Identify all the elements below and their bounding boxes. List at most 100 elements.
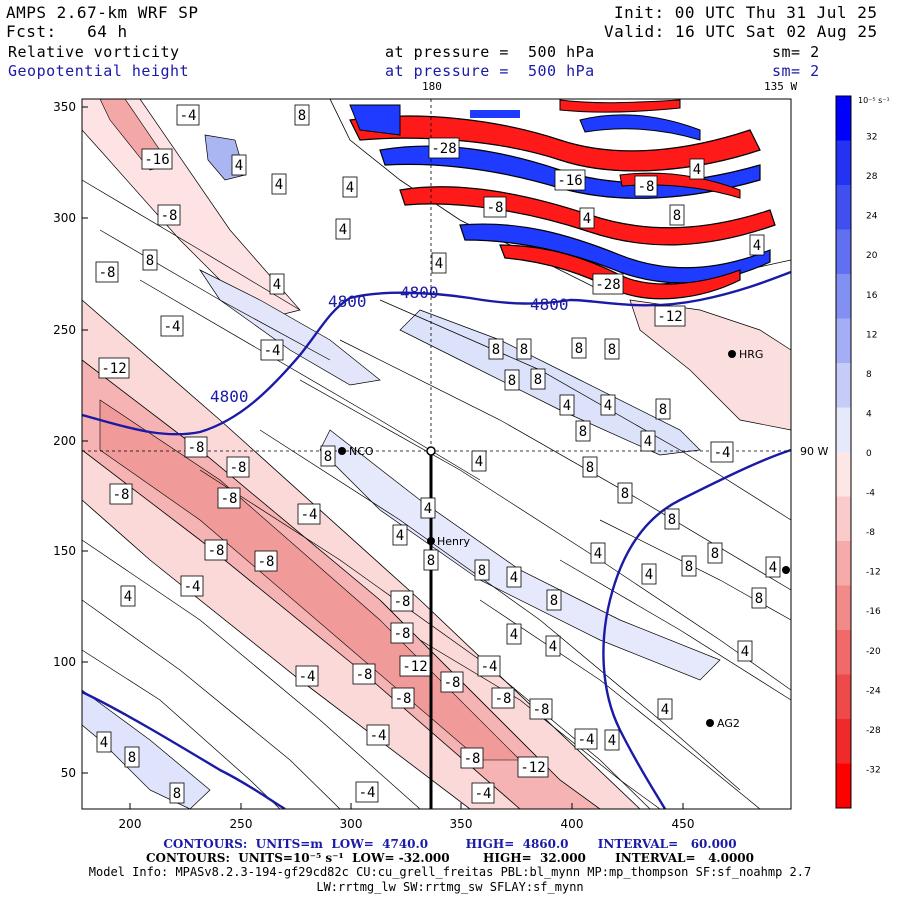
contour-label-box — [184, 436, 208, 458]
contour-label-box — [96, 731, 112, 753]
contour-label-text: 8 — [173, 786, 181, 802]
contour-label-box — [320, 445, 336, 467]
colorbar-swatch — [836, 585, 851, 631]
contour-label-text: -8 — [208, 543, 225, 559]
contour-label-box — [399, 655, 431, 677]
positive-strip-2 — [319, 429, 721, 681]
contour-label-text: -4 — [264, 343, 281, 359]
height-label-1: 4800 — [210, 387, 249, 406]
contour-label-box — [231, 154, 247, 176]
contour-label-box — [391, 687, 415, 709]
colorbar-swatch — [836, 496, 851, 542]
contour-label-text: 8 — [621, 486, 629, 502]
field1-name: Relative vorticity — [8, 43, 180, 61]
contour-label-text: -8 — [395, 691, 412, 707]
contour-label-text: -4 — [475, 786, 492, 802]
colorbar-label: 16 — [866, 291, 878, 301]
contour-label-text: -8 — [495, 691, 512, 707]
contour-label-text: 8 — [128, 750, 136, 766]
contour-label-box — [710, 441, 734, 463]
colorbar-label: 4 — [866, 409, 872, 419]
footer-physics-info: LW:rrtmg_lw SW:rrtmg_sw SFLAY:sf_mynn — [316, 880, 584, 894]
negative-vorticity-core — [82, 359, 601, 809]
contour-label-box — [681, 555, 697, 577]
colorbar-label: 12 — [866, 330, 877, 340]
contour-label-box — [530, 368, 546, 390]
colorbar-label: -16 — [866, 607, 881, 617]
contour-label-box — [142, 249, 158, 271]
contour-label-text: 8 — [550, 593, 558, 609]
colorbar-swatch — [836, 719, 851, 764]
meridian-label-180: 180 — [422, 80, 442, 93]
contour-label-box — [294, 104, 310, 126]
contour-label-text: 8 — [324, 449, 332, 465]
contour-label-text: -4 — [180, 108, 197, 124]
colorbar-unit: 10⁻⁵ s⁻¹ — [858, 96, 890, 105]
contour-label-box — [641, 563, 657, 585]
contour-label-box — [428, 137, 460, 159]
contour-label-text: 4 — [346, 180, 354, 196]
station-hrg: HRG — [728, 348, 763, 361]
contour-label-box — [390, 590, 414, 612]
station-henry: Henry — [427, 535, 471, 548]
contour-label-box — [392, 524, 408, 546]
x-axis: 200 250 300 350 400 450 — [119, 803, 694, 831]
contour-label-text: 4 — [475, 454, 483, 470]
field2-name: Geopotential height — [8, 62, 190, 80]
colorbar-swatch — [836, 274, 851, 319]
contour-label-text: 4 — [273, 277, 281, 293]
contour-label-text: -28 — [431, 141, 456, 157]
contour-label-box — [669, 204, 685, 226]
contour-label-box — [559, 394, 575, 416]
contour-label-text: 4 — [594, 546, 602, 562]
x-tick-label: 350 — [450, 817, 473, 831]
colorbar-swatch — [836, 318, 851, 364]
contour-label-box — [124, 746, 140, 768]
height-label-2: 4800 — [328, 292, 367, 311]
contour-label-box — [604, 338, 620, 360]
contour-label-box — [342, 176, 358, 198]
contour-label-text: 8 — [668, 512, 676, 528]
contour-label-text: -12 — [657, 309, 682, 325]
y-tick-label: 300 — [53, 211, 76, 225]
contour-label-box — [141, 148, 173, 170]
contour-label-box — [689, 158, 705, 180]
contour-label-box — [617, 482, 633, 504]
contour-label-box — [655, 398, 671, 420]
colorbar-label: 24 — [866, 212, 878, 222]
contour-label-box — [483, 196, 507, 218]
x-tick-label: 200 — [119, 817, 142, 831]
contour-label-box — [295, 665, 319, 687]
colorbar-swatch — [836, 763, 851, 809]
contour-label-text: 8 — [586, 460, 594, 476]
colorbar-label: 32 — [866, 133, 877, 143]
contour-label-text: 4 — [645, 567, 653, 583]
contour-label-text: -8 — [533, 702, 550, 718]
colorbar-swatch — [836, 185, 851, 230]
x-tick-label: 300 — [340, 817, 363, 831]
contour-label-text: 4 — [661, 702, 669, 718]
contour-label-text: 8 — [673, 208, 681, 224]
contour-label-box — [474, 559, 490, 581]
contour-label-text: -8 — [464, 751, 481, 767]
colorbar-frame — [835, 95, 852, 809]
contour-label-box — [737, 640, 753, 662]
contour-label-box — [226, 456, 250, 478]
contour-label-box — [504, 369, 520, 391]
contour-label-box — [471, 782, 495, 804]
contour-label-text: -16 — [144, 152, 169, 168]
contour-label-box — [488, 338, 504, 360]
y-tick-label: 200 — [53, 434, 76, 448]
colorbar-swatch — [836, 630, 851, 675]
station-ag2: AG2 — [706, 717, 740, 730]
height-contours — [82, 270, 791, 809]
contour-label-box — [575, 420, 591, 442]
contour-label-text: 4 — [396, 528, 404, 544]
colorbar: 32 28 24 20 16 12 8 4 0 -4 -8 -12 -16 -20 -24 -28 -32 — [835, 95, 881, 809]
contour-label-box — [491, 687, 515, 709]
contour-label-text: -8 — [230, 460, 247, 476]
contour-label-text: 4 — [424, 501, 432, 517]
contour-label-box — [160, 315, 184, 337]
